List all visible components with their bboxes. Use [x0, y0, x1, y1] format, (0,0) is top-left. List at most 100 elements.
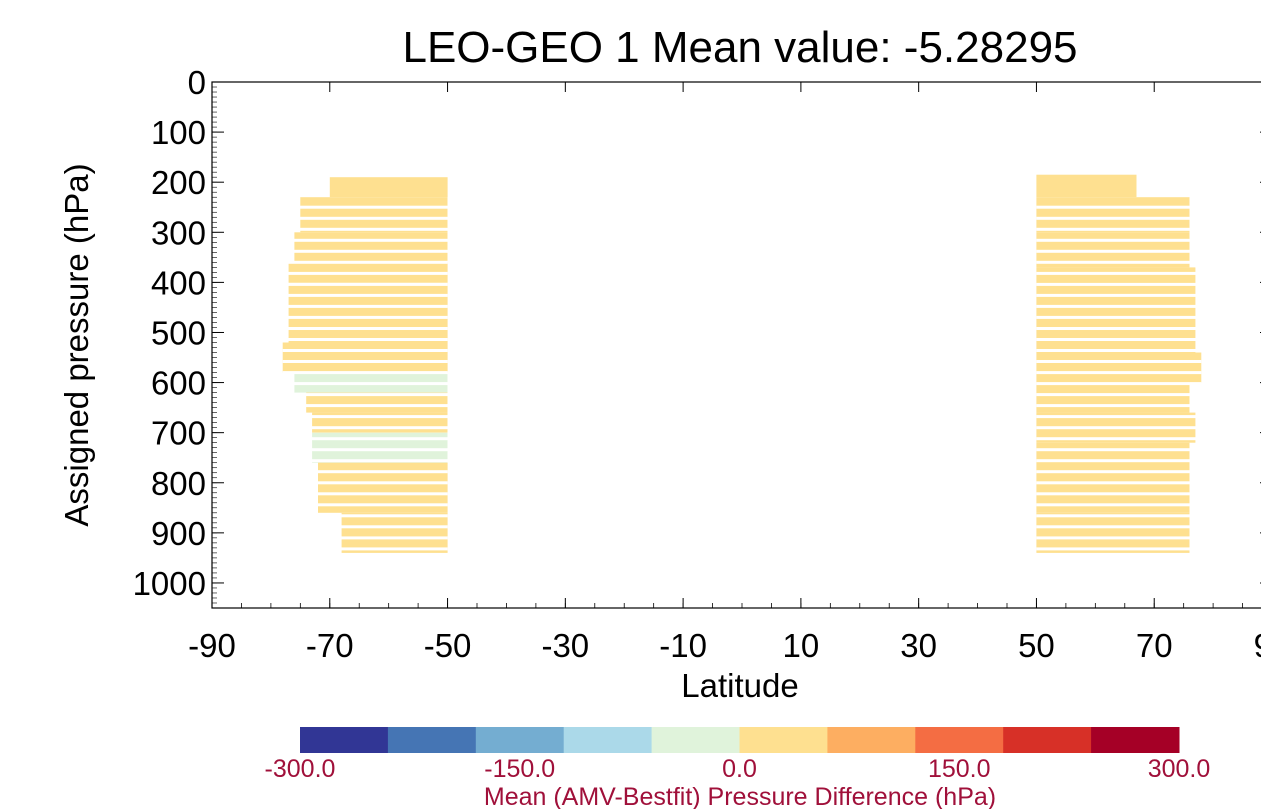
- band-gap-northern-hemisphere-23: [1036, 459, 1202, 463]
- band-gap-southern-hemisphere-18: [282, 404, 448, 408]
- heatmap-band-northern-hemisphere-8: [1036, 442, 1190, 513]
- band-gap-southern-hemisphere-14: [282, 360, 448, 363]
- colorbar-tick-label: 0.0: [722, 755, 757, 783]
- colorbar-swatch: [1091, 727, 1180, 753]
- band-gap-northern-hemisphere-29: [1036, 525, 1202, 529]
- band-gap-southern-hemisphere-13: [282, 349, 448, 352]
- band-gap-northern-hemisphere-13: [1036, 349, 1202, 352]
- colorbar-swatch: [563, 727, 653, 753]
- band-gap-southern-hemisphere-4: [282, 249, 448, 253]
- band-gap-northern-hemisphere-31: [1036, 547, 1202, 551]
- heatmap-band-northern-hemisphere-0: [1036, 174, 1137, 198]
- band-gap-northern-hemisphere-22: [1036, 448, 1202, 452]
- band-gap-northern-hemisphere-17: [1036, 393, 1202, 397]
- heatmap-band-southern-hemisphere-12: [341, 512, 448, 553]
- band-gap-southern-hemisphere-10: [282, 315, 448, 319]
- band-gap-southern-hemisphere-19: [282, 415, 448, 419]
- heatmap-band-southern-hemisphere-8: [306, 392, 448, 413]
- heatmap-band-northern-hemisphere-1: [1036, 197, 1190, 233]
- heatmap-band-southern-hemisphere-1: [300, 197, 448, 233]
- colorbar-swatch: [915, 727, 1004, 753]
- band-gap-southern-hemisphere-26: [282, 492, 448, 496]
- x-tick-label: 90: [1254, 627, 1261, 664]
- colorbar: [300, 727, 1180, 753]
- x-tick-label: 10: [783, 627, 820, 664]
- band-gap-northern-hemisphere-7: [1036, 282, 1202, 286]
- y-tick-label: 0: [188, 64, 206, 101]
- band-gap-northern-hemisphere-12: [1036, 338, 1202, 341]
- heatmap-band-southern-hemisphere-4: [288, 282, 448, 313]
- band-gap-southern-hemisphere-2: [282, 227, 448, 231]
- x-tick-label: -30: [541, 627, 589, 664]
- band-gap-northern-hemisphere-21: [1036, 437, 1202, 441]
- heatmap-band-northern-hemisphere-9: [1036, 512, 1190, 553]
- band-gap-northern-hemisphere-24: [1036, 470, 1202, 474]
- band-gap-northern-hemisphere-28: [1036, 514, 1202, 518]
- colorbar-label: Mean (AMV-Bestfit) Pressure Difference (…: [484, 783, 996, 809]
- band-gap-southern-hemisphere-0: [282, 205, 448, 209]
- y-tick-label: 900: [151, 515, 206, 552]
- y-tick-label: 100: [151, 114, 206, 151]
- band-gap-northern-hemisphere-15: [1036, 371, 1202, 375]
- x-tick-label: 30: [900, 627, 937, 664]
- heatmap-band-southern-hemisphere-0: [329, 177, 448, 198]
- band-gap-southern-hemisphere-27: [282, 503, 448, 507]
- y-tick-label: 200: [151, 164, 206, 201]
- band-gap-northern-hemisphere-0: [1036, 205, 1202, 209]
- band-gap-southern-hemisphere-5: [282, 260, 448, 264]
- band-gap-southern-hemisphere-9: [282, 304, 448, 308]
- heatmap-band-northern-hemisphere-5: [1036, 352, 1202, 383]
- band-gap-northern-hemisphere-3: [1036, 238, 1202, 242]
- band-gap-northern-hemisphere-5: [1036, 260, 1202, 264]
- band-gap-northern-hemisphere-2: [1036, 227, 1202, 231]
- chart-title: LEO-GEO 1 Mean value: -5.28295: [402, 23, 1077, 72]
- y-tick-label: 1000: [133, 565, 206, 602]
- band-gap-southern-hemisphere-23: [282, 459, 448, 463]
- band-gap-northern-hemisphere-19: [1036, 415, 1202, 419]
- band-gap-southern-hemisphere-31: [282, 547, 448, 551]
- band-gap-southern-hemisphere-17: [282, 393, 448, 397]
- band-gap-northern-hemisphere-16: [1036, 382, 1202, 386]
- band-gap-southern-hemisphere-15: [282, 371, 448, 375]
- band-gap-northern-hemisphere-1: [1036, 216, 1202, 220]
- band-gap-northern-hemisphere-18: [1036, 404, 1202, 408]
- heatmap-band-southern-hemisphere-6: [282, 342, 448, 373]
- band-gap-southern-hemisphere-30: [282, 536, 448, 540]
- band-gap-southern-hemisphere-28: [282, 514, 448, 518]
- y-tick-labels: 0 100 200 300 400 500 600 700 800 900 1000: [133, 64, 206, 602]
- colorbar-swatch: [651, 727, 740, 753]
- band-gap-southern-hemisphere-22: [282, 448, 448, 452]
- heatmap-band-southern-hemisphere-2: [294, 232, 448, 263]
- band-gap-northern-hemisphere-9: [1036, 304, 1202, 308]
- y-tick-label: 700: [151, 415, 206, 452]
- y-axis-label: Assigned pressure (hPa): [58, 163, 95, 526]
- band-gap-southern-hemisphere-24: [282, 470, 448, 474]
- band-gap-southern-hemisphere-21: [282, 437, 448, 441]
- band-gap-northern-hemisphere-20: [1036, 426, 1202, 430]
- colorbar-tick-label: 150.0: [928, 755, 991, 783]
- band-gap-northern-hemisphere-11: [1036, 327, 1202, 330]
- band-gap-northern-hemisphere-10: [1036, 315, 1202, 319]
- colorbar-swatch: [387, 727, 477, 753]
- x-tick-label: -90: [188, 627, 236, 664]
- band-gap-southern-hemisphere-3: [282, 238, 448, 242]
- x-axis-label: Latitude: [681, 667, 798, 704]
- y-tick-label: 300: [151, 214, 206, 251]
- band-gap-southern-hemisphere-12: [282, 338, 448, 341]
- colorbar-swatch: [739, 727, 828, 753]
- band-gap-northern-hemisphere-8: [1036, 293, 1202, 297]
- band-gap-southern-hemisphere-16: [282, 382, 448, 386]
- band-gap-northern-hemisphere-27: [1036, 503, 1202, 507]
- band-gap-southern-hemisphere-7: [282, 282, 448, 286]
- band-gap-northern-hemisphere-4: [1036, 249, 1202, 253]
- colorbar-swatch: [1003, 727, 1092, 753]
- colorbar-tick-labels: -300.0 -150.0 0.0 150.0 300.0: [265, 755, 1211, 783]
- x-tick-label: -10: [659, 627, 707, 664]
- band-gap-southern-hemisphere-11: [282, 327, 448, 330]
- band-gap-southern-hemisphere-8: [282, 293, 448, 297]
- colorbar-tick-label: 300.0: [1148, 755, 1211, 783]
- x-tick-label: 70: [1136, 627, 1173, 664]
- band-gap-northern-hemisphere-30: [1036, 536, 1202, 540]
